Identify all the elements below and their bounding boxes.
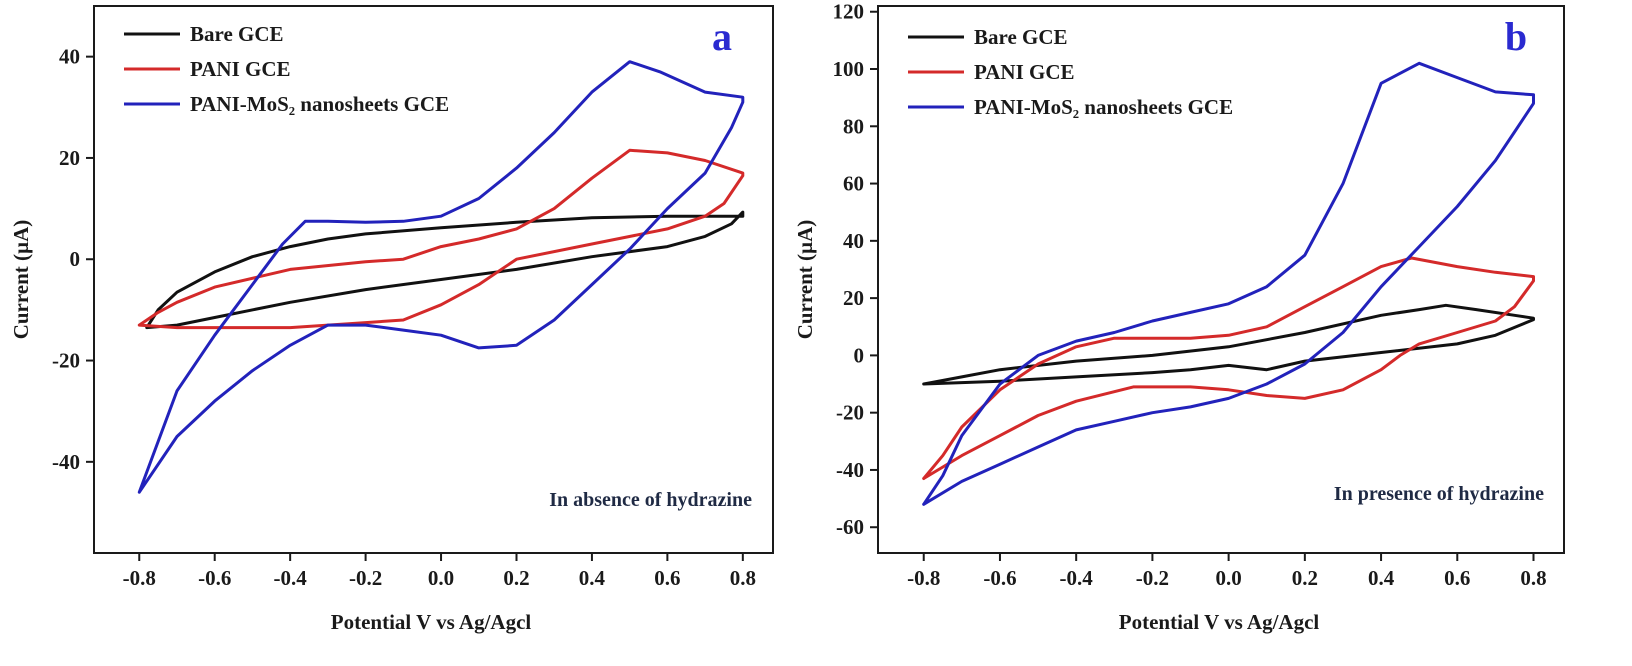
y-tick-label: 20 <box>843 286 864 310</box>
y-tick-label: 60 <box>843 172 864 196</box>
legend-label: Bare GCE <box>974 25 1068 49</box>
annotation-text: In presence of hydrazine <box>1334 483 1544 505</box>
legend: Bare GCE PANI GCE PANI-MoS₂ nanosheets GCE <box>908 25 1233 119</box>
panel-letter: a <box>712 14 732 59</box>
series-line-3 <box>922 61 1535 506</box>
plot-frame <box>877 5 1565 554</box>
x-tick-label: 0.2 <box>503 566 529 590</box>
legend-label: PANI GCE <box>190 57 291 81</box>
y-tick-label: 40 <box>59 45 80 69</box>
series-line-3 <box>137 60 745 494</box>
plot-frame <box>93 5 774 554</box>
x-tick-label: 0.4 <box>1368 566 1395 590</box>
y-axis-title: Current (µA) <box>793 220 817 340</box>
y-tick-label: -60 <box>836 515 864 539</box>
y-tick-label: 40 <box>843 229 864 253</box>
x-tick-label: 0.2 <box>1292 566 1318 590</box>
x-tick-label: -0.8 <box>123 566 156 590</box>
x-tick-label: -0.2 <box>1136 566 1169 590</box>
x-tick-label: 0.8 <box>1520 566 1546 590</box>
x-tick-label: 0.8 <box>730 566 756 590</box>
y-tick-label: -40 <box>52 450 80 474</box>
y-tick-label: 0 <box>854 343 865 367</box>
series-line-2 <box>922 256 1535 480</box>
series-line-1 <box>145 210 745 330</box>
legend-label: PANI GCE <box>974 60 1075 84</box>
x-tick-label: -0.4 <box>274 566 308 590</box>
series-line-1 <box>922 303 1535 386</box>
x-axis-title: Potential V vs Ag/Agcl <box>1119 610 1320 634</box>
y-tick-label: 100 <box>833 57 865 81</box>
chart-panel-a: -0.8 -0.6 -0.4 -0.2 0.0 0.2 0.4 0.6 0.8 -40 -20 0 20… <box>9 5 774 634</box>
legend-label: PANI-MoS₂ nanosheets GCE <box>190 92 449 116</box>
y-tick-label: 20 <box>59 146 80 170</box>
legend-label: Bare GCE <box>190 22 284 46</box>
y-tick-label: 80 <box>843 114 864 138</box>
x-tick-label: 0.4 <box>579 566 606 590</box>
annotation-text: In absence of hydrazine <box>549 489 752 511</box>
y-tick-label: -20 <box>52 349 80 373</box>
x-tick-label: 0.6 <box>654 566 680 590</box>
y-tick-label: 120 <box>833 0 865 24</box>
y-tick-label: -40 <box>836 458 864 482</box>
x-tick-label: 0.0 <box>428 566 454 590</box>
y-tick-label: -20 <box>836 401 864 425</box>
panel-letter: b <box>1505 14 1527 59</box>
x-tick-label: 0.0 <box>1215 566 1241 590</box>
legend-label: PANI-MoS₂ nanosheets GCE <box>974 95 1233 119</box>
chart-panel-b: -0.8 -0.6 -0.4 -0.2 0.0 0.2 0.4 0.6 0.8 -60 -40 -20… <box>793 0 1565 634</box>
x-tick-label: -0.2 <box>349 566 382 590</box>
x-tick-label: -0.8 <box>907 566 940 590</box>
x-tick-label: -0.4 <box>1060 566 1094 590</box>
y-tick-label: 0 <box>70 247 81 271</box>
legend: Bare GCE PANI GCE PANI-MoS₂ nanosheets GCE <box>124 22 449 116</box>
x-tick-label: -0.6 <box>198 566 231 590</box>
x-axis-title: Potential V vs Ag/Agcl <box>331 610 532 634</box>
series-line-2 <box>137 148 745 330</box>
y-axis-title: Current (µA) <box>9 220 33 340</box>
x-tick-label: -0.6 <box>983 566 1016 590</box>
x-tick-label: 0.6 <box>1444 566 1470 590</box>
